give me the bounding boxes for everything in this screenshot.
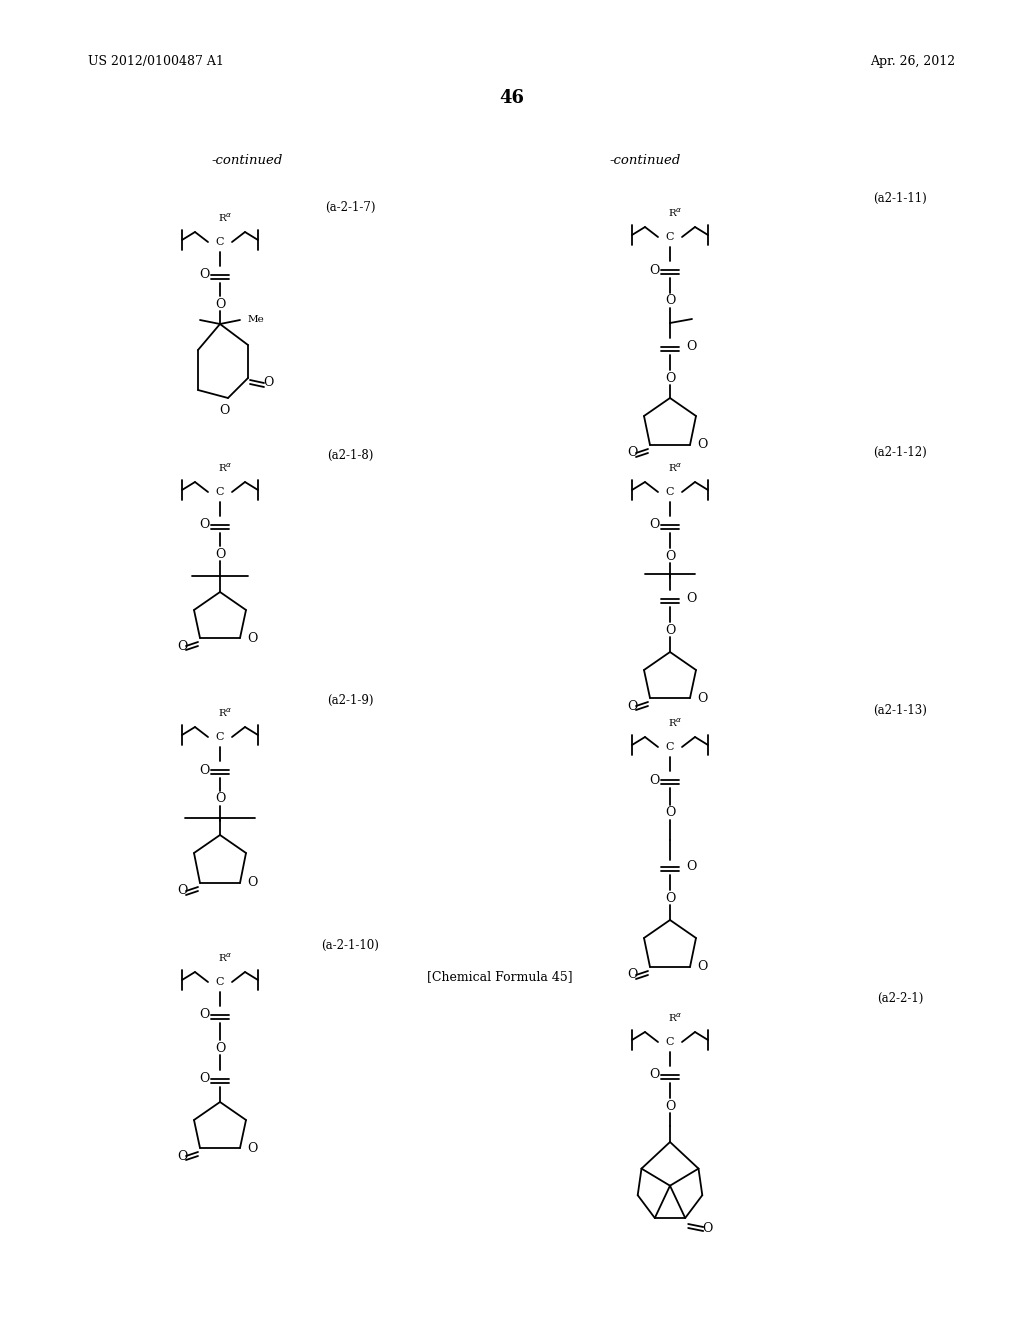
Text: R$^{\alpha}$: R$^{\alpha}$	[218, 462, 232, 474]
Text: O: O	[199, 268, 209, 281]
Text: C: C	[666, 1038, 674, 1047]
Text: O: O	[696, 961, 708, 974]
Text: (a2-1-13): (a2-1-13)	[873, 704, 927, 717]
Text: (a2-2-1): (a2-2-1)	[877, 991, 924, 1005]
Text: -continued: -continued	[211, 153, 283, 166]
Text: R$^{\alpha}$: R$^{\alpha}$	[668, 207, 682, 219]
Text: C: C	[216, 487, 224, 498]
Text: (a2-1-8): (a2-1-8)	[327, 449, 373, 462]
Text: US 2012/0100487 A1: US 2012/0100487 A1	[88, 55, 224, 69]
Text: C: C	[216, 977, 224, 987]
Text: O: O	[247, 876, 257, 890]
Text: 46: 46	[500, 88, 524, 107]
Text: O: O	[696, 692, 708, 705]
Text: (a2-1-11): (a2-1-11)	[873, 191, 927, 205]
Text: O: O	[177, 1150, 187, 1163]
Text: O: O	[177, 639, 187, 652]
Text: O: O	[215, 548, 225, 561]
Text: R$^{\alpha}$: R$^{\alpha}$	[668, 717, 682, 729]
Text: C: C	[666, 742, 674, 752]
Text: (a-2-1-7): (a-2-1-7)	[325, 201, 375, 214]
Text: C: C	[666, 487, 674, 498]
Text: O: O	[649, 774, 659, 787]
Text: O: O	[686, 861, 696, 874]
Text: O: O	[665, 549, 675, 562]
Text: O: O	[665, 371, 675, 384]
Text: R$^{\alpha}$: R$^{\alpha}$	[668, 462, 682, 474]
Text: O: O	[215, 792, 225, 805]
Text: C: C	[666, 232, 674, 242]
Text: O: O	[263, 376, 273, 389]
Text: O: O	[199, 519, 209, 532]
Text: O: O	[215, 1041, 225, 1055]
Text: C: C	[216, 733, 224, 742]
Text: R$^{\alpha}$: R$^{\alpha}$	[218, 706, 232, 719]
Text: O: O	[199, 763, 209, 776]
Text: O: O	[219, 404, 229, 417]
Text: -continued: -continued	[609, 153, 681, 166]
Text: R$^{\alpha}$: R$^{\alpha}$	[218, 952, 232, 964]
Text: O: O	[215, 297, 225, 310]
Text: O: O	[665, 891, 675, 904]
Text: O: O	[665, 807, 675, 820]
Text: O: O	[247, 1142, 257, 1155]
Text: Me: Me	[248, 314, 265, 323]
Text: O: O	[627, 969, 637, 982]
Text: O: O	[177, 884, 187, 898]
Text: O: O	[247, 631, 257, 644]
Text: R$^{\alpha}$: R$^{\alpha}$	[218, 211, 232, 224]
Text: O: O	[199, 1072, 209, 1085]
Text: (a-2-1-10): (a-2-1-10)	[322, 939, 379, 952]
Text: R$^{\alpha}$: R$^{\alpha}$	[668, 1012, 682, 1024]
Text: O: O	[627, 700, 637, 713]
Text: O: O	[686, 593, 696, 606]
Text: [Chemical Formula 45]: [Chemical Formula 45]	[427, 970, 572, 983]
Text: (a2-1-12): (a2-1-12)	[873, 446, 927, 458]
Text: C: C	[216, 238, 224, 247]
Text: O: O	[696, 438, 708, 451]
Text: O: O	[686, 341, 696, 354]
Text: O: O	[665, 1100, 675, 1113]
Text: O: O	[665, 623, 675, 636]
Text: O: O	[199, 1008, 209, 1022]
Text: Apr. 26, 2012: Apr. 26, 2012	[870, 55, 955, 69]
Text: (a2-1-9): (a2-1-9)	[327, 693, 374, 706]
Text: O: O	[627, 446, 637, 459]
Text: O: O	[649, 264, 659, 276]
Text: O: O	[649, 519, 659, 532]
Text: O: O	[702, 1221, 713, 1234]
Text: O: O	[649, 1068, 659, 1081]
Text: O: O	[665, 294, 675, 308]
